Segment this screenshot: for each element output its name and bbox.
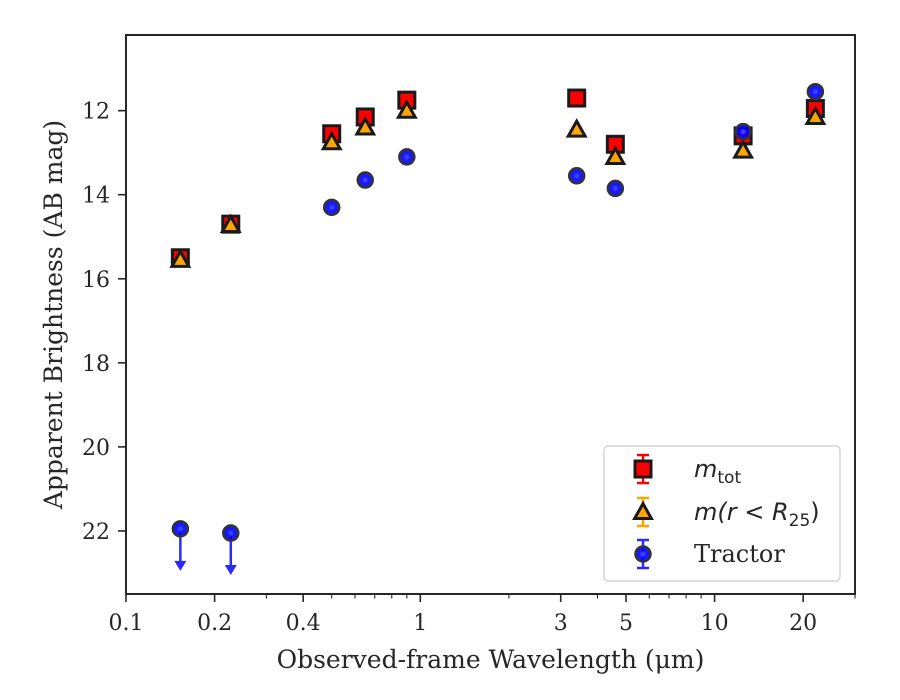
y-tick-label: 22	[82, 520, 110, 545]
legend-entry: mtot	[633, 453, 741, 488]
series-triangle	[169, 99, 827, 268]
axes-frame	[125, 34, 856, 595]
data-point-core	[362, 177, 368, 183]
data-point	[219, 213, 242, 234]
data-point	[604, 145, 627, 165]
data-point	[565, 118, 588, 138]
legend-box	[603, 445, 841, 582]
data-point	[169, 248, 192, 268]
y-axis-label: Apparent Brightness (AB mag)	[39, 120, 68, 510]
x-tick-label: 3	[554, 611, 568, 636]
legend-label: m(r < R25)	[694, 498, 820, 531]
data-point-core	[740, 129, 746, 135]
x-tick-label: 0.2	[197, 611, 232, 636]
x-tick-label: 20	[789, 611, 817, 636]
legend-label: Tractor	[694, 540, 785, 568]
data-point	[395, 99, 418, 119]
legend-marker-core	[640, 551, 646, 557]
legend-entry: m(r < R25)	[632, 496, 820, 531]
data-point-core	[404, 154, 410, 160]
y-tick-label: 18	[82, 352, 110, 377]
legend-marker	[633, 459, 653, 479]
x-tick-label: 5	[619, 611, 633, 636]
y-tick-label: 12	[82, 100, 110, 125]
data-point-core	[574, 173, 580, 179]
data-point-core	[228, 530, 234, 536]
data-point	[354, 116, 377, 136]
data-point-core	[329, 204, 335, 210]
data-point	[804, 105, 827, 126]
legend-marker	[632, 500, 654, 521]
upper-limit-arrowhead	[224, 565, 237, 576]
plot-area	[169, 82, 827, 576]
data-point-core	[612, 185, 618, 192]
data-point-core	[812, 89, 818, 95]
axis-ticks: 0.1 0.2 0.4 1 3 5 10 20 12 14 16 18 20 22	[82, 100, 856, 636]
legend-label: mtot	[694, 455, 741, 488]
legend: mtot m(r < R25) Tractor	[603, 445, 841, 582]
y-tick-label: 20	[82, 436, 110, 461]
x-tick-label: 0.4	[286, 611, 321, 636]
x-tick-label: 1	[413, 611, 427, 636]
data-point	[567, 88, 587, 108]
x-axis-label: Observed-frame Wavelength (μm)	[277, 645, 705, 674]
legend-entry: Tractor	[634, 538, 785, 570]
data-point-core	[177, 526, 183, 532]
x-tick-label: 10	[701, 611, 729, 636]
y-tick-label: 16	[82, 268, 110, 293]
data-point	[732, 139, 755, 159]
x-tick-label: 0.1	[109, 611, 144, 636]
y-tick-label: 14	[82, 184, 110, 209]
series-circle	[171, 82, 825, 576]
data-point	[320, 130, 343, 151]
upper-limit-arrowhead	[174, 560, 187, 571]
